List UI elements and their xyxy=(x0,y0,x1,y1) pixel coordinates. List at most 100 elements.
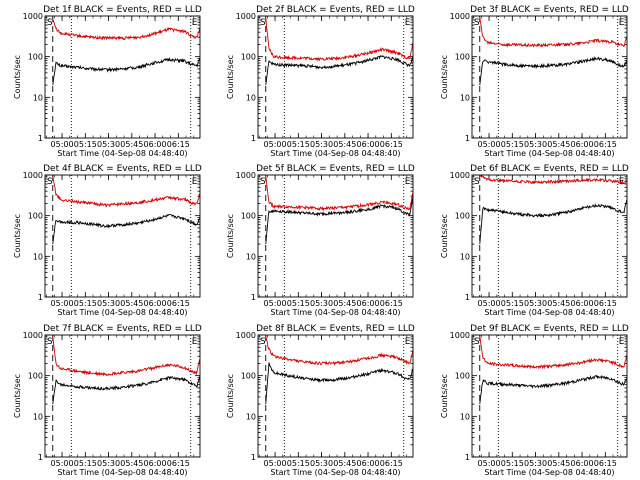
series-line-events xyxy=(265,197,413,245)
x-tick-label: 05:45 xyxy=(120,299,143,308)
chart-title: Det 2f BLACK = Events, RED = LLD xyxy=(256,5,415,15)
chart-panel-1: Det 1f BLACK = Events, RED = LLD 1 10 100 10… xyxy=(13,5,202,158)
end-marker-label: E xyxy=(619,337,625,347)
y-tick-label: 1000 xyxy=(23,331,43,340)
x-tick-label: 05:45 xyxy=(333,140,356,149)
y-tick-label: 10 xyxy=(246,412,256,421)
x-tick-label: 05:30 xyxy=(524,299,547,308)
x-tick-label: 05:45 xyxy=(333,299,356,308)
y-tick-label: 1000 xyxy=(450,12,470,21)
x-tick-label: 05:30 xyxy=(310,140,333,149)
chart-title: Det 1f BLACK = Events, RED = LLD xyxy=(43,5,202,15)
start-marker-label: S xyxy=(47,177,53,187)
y-tick-label: 10 xyxy=(460,252,470,261)
x-tick-label: 06:00 xyxy=(357,459,380,468)
x-tick-label: 05:30 xyxy=(97,459,120,468)
y-axis-label: Counts/sec xyxy=(226,55,235,99)
x-tick-label: 06:15 xyxy=(594,299,617,308)
y-tick-label: 1 xyxy=(465,453,470,462)
start-marker-label: S xyxy=(474,18,480,28)
y-tick-label: 1000 xyxy=(236,171,256,180)
x-axis-label: Start Time (04-Sep-08 04:48:40) xyxy=(57,308,187,317)
x-tick-label: 05:30 xyxy=(524,140,547,149)
plot-frame xyxy=(257,174,414,298)
series-line-lld xyxy=(479,16,627,48)
chart-title: Det 9f BLACK = Events, RED = LLD xyxy=(470,324,629,334)
start-marker-label: S xyxy=(474,177,480,187)
y-tick-label: 1 xyxy=(251,134,256,143)
y-axis-label: Counts/sec xyxy=(13,214,22,258)
series-line-events xyxy=(52,375,200,405)
x-tick-label: 06:15 xyxy=(380,299,403,308)
series-line-lld xyxy=(52,18,200,41)
x-tick-label: 05:45 xyxy=(120,140,143,149)
y-tick-label: 1000 xyxy=(23,12,43,21)
x-axis-label: Start Time (04-Sep-08 04:48:40) xyxy=(270,468,400,477)
y-tick-label: 100 xyxy=(455,53,470,62)
series-line-lld xyxy=(52,335,200,377)
y-tick-label: 100 xyxy=(241,212,256,221)
chart-title: Det 6f BLACK = Events, RED = LLD xyxy=(470,164,629,174)
x-tick-label: 05:15 xyxy=(74,140,97,149)
start-marker-label: S xyxy=(474,337,480,347)
x-tick-label: 05:45 xyxy=(547,459,570,468)
series-line-lld xyxy=(479,175,627,186)
x-tick-label: 05:15 xyxy=(501,140,524,149)
x-tick-label: 05:45 xyxy=(547,299,570,308)
chart-title: Det 8f BLACK = Events, RED = LLD xyxy=(256,324,415,334)
y-axis-label: Counts/sec xyxy=(440,214,449,258)
x-tick-label: 05:15 xyxy=(287,459,310,468)
x-tick-label: 06:00 xyxy=(571,140,594,149)
y-tick-label: 10 xyxy=(460,412,470,421)
y-tick-label: 100 xyxy=(241,53,256,62)
y-tick-label: 100 xyxy=(28,53,43,62)
plot-frame xyxy=(44,334,201,458)
x-tick-label: 05:30 xyxy=(97,299,120,308)
series-line-lld xyxy=(265,175,413,212)
chart-title: Det 5f BLACK = Events, RED = LLD xyxy=(256,164,415,174)
y-axis-label: Counts/sec xyxy=(226,214,235,258)
y-tick-label: 1000 xyxy=(23,171,43,180)
y-tick-label: 1 xyxy=(251,453,256,462)
chart-title: Det 4f BLACK = Events, RED = LLD xyxy=(43,164,202,174)
x-tick-label: 05:00 xyxy=(51,140,74,149)
chart-panel-2: Det 2f BLACK = Events, RED = LLD 1 10 100 10… xyxy=(226,5,415,158)
x-tick-label: 05:30 xyxy=(310,459,333,468)
x-tick-label: 05:15 xyxy=(501,299,524,308)
chart-panel-4: Det 4f BLACK = Events, RED = LLD 1 10 100 10… xyxy=(13,164,202,317)
x-tick-label: 05:00 xyxy=(51,299,74,308)
y-tick-label: 1 xyxy=(251,293,256,302)
x-tick-label: 06:00 xyxy=(144,140,167,149)
x-axis-label: Start Time (04-Sep-08 04:48:40) xyxy=(484,308,614,317)
chart-panel-6: Det 6f BLACK = Events, RED = LLD 1 10 100 10… xyxy=(440,164,629,317)
chart-title: Det 7f BLACK = Events, RED = LLD xyxy=(43,324,202,334)
x-tick-label: 05:15 xyxy=(501,459,524,468)
x-tick-label: 05:00 xyxy=(478,299,501,308)
x-axis-label: Start Time (04-Sep-08 04:48:40) xyxy=(57,149,187,158)
chart-panel-8: Det 8f BLACK = Events, RED = LLD 1 10 100 10… xyxy=(226,324,415,477)
y-axis-label: Counts/sec xyxy=(440,55,449,99)
series-line-lld xyxy=(479,335,627,370)
y-tick-label: 1 xyxy=(38,134,43,143)
chart-panel-3: Det 3f BLACK = Events, RED = LLD 1 10 100 10… xyxy=(440,5,629,158)
series-line-events xyxy=(479,374,627,405)
y-tick-label: 1 xyxy=(465,293,470,302)
x-tick-label: 05:00 xyxy=(264,459,287,468)
y-tick-label: 10 xyxy=(460,93,470,102)
series-line-events xyxy=(265,54,413,86)
end-marker-label: E xyxy=(405,177,411,187)
x-tick-label: 06:00 xyxy=(357,140,380,149)
x-tick-label: 05:30 xyxy=(310,299,333,308)
plot-frame xyxy=(44,15,201,139)
x-tick-label: 05:00 xyxy=(264,299,287,308)
series-line-events xyxy=(265,362,413,405)
x-tick-label: 06:15 xyxy=(380,459,403,468)
y-axis-label: Counts/sec xyxy=(226,374,235,418)
y-tick-label: 100 xyxy=(455,212,470,221)
x-axis-label: Start Time (04-Sep-08 04:48:40) xyxy=(270,308,400,317)
start-marker-label: S xyxy=(47,18,53,28)
x-tick-label: 05:45 xyxy=(547,140,570,149)
chart-panel-7: Det 7f BLACK = Events, RED = LLD 1 10 100 10… xyxy=(13,324,202,477)
x-tick-label: 05:15 xyxy=(287,299,310,308)
